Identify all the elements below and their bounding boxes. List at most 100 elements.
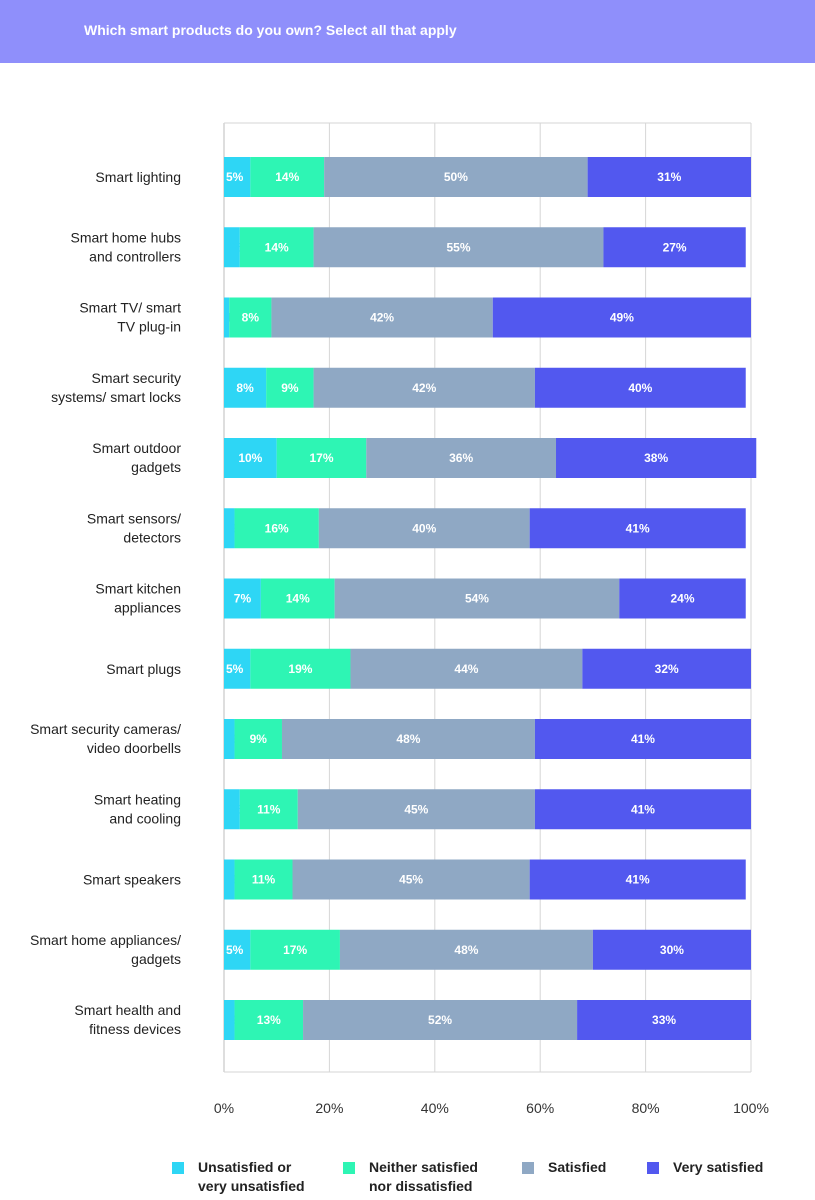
bar-segment — [224, 578, 261, 619]
legend-label: Satisfied — [548, 1158, 668, 1177]
category-label-line: Smart TV/ smart — [79, 300, 181, 316]
category-label-line: Smart heating — [94, 791, 181, 807]
data-label: 7% — [234, 592, 252, 606]
bar-segment — [303, 1000, 578, 1040]
category-label: Smart sensors/detectors — [87, 510, 181, 545]
chart-legend: Unsatisfied or very unsatisfied Neither sa… — [0, 1158, 815, 1200]
bar-segment — [281, 719, 535, 759]
bar-segment — [313, 227, 604, 268]
category-label: Smart security cameras/video doorbells — [30, 721, 181, 756]
legend-item: Neither satisfied nor dissatisfied — [343, 1158, 489, 1196]
stacked-bar-chart: 0% 20% 40% 60% 80% 100% Smart lighting 5% 14% 50%… — [30, 122, 769, 1116]
data-label: 3% — [225, 802, 243, 816]
data-label: 40% — [412, 521, 436, 535]
bar-segment — [577, 1000, 751, 1040]
bar-segment — [250, 929, 340, 970]
legend-swatch — [172, 1162, 184, 1174]
data-label: 19% — [288, 662, 312, 676]
legend-label-line: Very satisfied — [673, 1159, 764, 1175]
category-label: Smart heating and cooling — [94, 791, 181, 826]
category-label-line: Smart health and — [74, 1002, 181, 1018]
bar-segment — [234, 719, 282, 759]
bar-segment — [239, 789, 298, 830]
bar-segment — [250, 157, 325, 197]
category-label-line: Smart home hubs — [71, 229, 182, 245]
legend-item: Unsatisfied or very unsatisfied — [172, 1158, 318, 1196]
data-label: 24% — [670, 592, 694, 606]
bar-segment — [239, 227, 314, 268]
bar-segment — [334, 578, 620, 619]
legend-item: Satisfied — [522, 1158, 668, 1177]
bar-segment — [224, 789, 240, 830]
data-label: 48% — [396, 732, 420, 746]
bar-segment — [224, 438, 277, 478]
legend-label-line: Unsatisfied or — [198, 1159, 292, 1175]
data-label: 16% — [265, 521, 289, 535]
category-label: Smart plugs — [106, 661, 181, 677]
data-label: 54% — [465, 592, 489, 606]
data-label: 49% — [610, 311, 634, 325]
bar-segment — [350, 648, 583, 689]
bar-segment — [313, 367, 535, 408]
bar-segment — [224, 1000, 235, 1040]
data-label: 41% — [631, 802, 655, 816]
legend-label-line: very unsatisfied — [198, 1178, 305, 1194]
data-label: 45% — [399, 873, 423, 887]
bar-segment — [534, 789, 751, 830]
legend-swatch — [343, 1162, 355, 1174]
data-label: 10% — [238, 451, 262, 465]
data-label: 13% — [257, 1013, 281, 1027]
bar-segment — [318, 508, 530, 549]
bar-segment — [529, 859, 746, 900]
data-label: 5% — [226, 662, 244, 676]
x-tick-label: 40% — [421, 1100, 449, 1116]
data-label: 33% — [652, 1013, 676, 1027]
bar-segment — [266, 367, 314, 408]
bar-segment — [224, 227, 240, 268]
category-label: Smart health and fitness devices — [74, 1002, 181, 1037]
data-label: 11% — [252, 873, 276, 887]
data-label: 5% — [226, 170, 244, 184]
data-label: 38% — [644, 451, 668, 465]
bar-segment — [224, 719, 235, 759]
data-label: 3% — [225, 240, 243, 254]
data-label: 45% — [404, 802, 428, 816]
data-label: 48% — [454, 943, 478, 957]
category-label-line: gadgets — [131, 459, 181, 475]
legend-swatch — [647, 1162, 659, 1174]
data-label: 40% — [628, 381, 652, 395]
bar-segment — [587, 157, 751, 197]
category-label-line: Smart home appliances/ — [30, 932, 181, 948]
bar-segment — [556, 438, 757, 478]
data-label: 9% — [281, 381, 299, 395]
bar-segment — [224, 367, 267, 408]
legend-label: Unsatisfied or very unsatisfied — [198, 1158, 318, 1196]
data-label: 42% — [370, 311, 394, 325]
data-label: 44% — [454, 662, 478, 676]
data-label: 31% — [657, 170, 681, 184]
category-label-line: Smart speakers — [83, 872, 181, 888]
category-label-line: video doorbells — [87, 740, 181, 756]
data-label: 41% — [631, 732, 655, 746]
category-label: Smart kitchen appliances — [95, 581, 181, 616]
data-label: 41% — [626, 521, 650, 535]
bar-segment — [366, 438, 557, 478]
bar-segment — [234, 1000, 304, 1040]
category-label-line: gadgets — [131, 951, 181, 967]
legend-label-line: Satisfied — [548, 1159, 607, 1175]
data-label: 14% — [275, 170, 299, 184]
legend-swatch — [522, 1162, 534, 1174]
category-label-line: and controllers — [89, 248, 181, 264]
bar-segment — [619, 578, 746, 619]
legend-label-line: Neither satisfied — [369, 1159, 478, 1175]
bar-segment — [224, 508, 235, 549]
bar-segment — [529, 508, 746, 549]
bar-segment — [582, 648, 751, 689]
category-label-line: Smart lighting — [95, 169, 181, 185]
header-bar: Which smart products do you own? Select … — [0, 0, 815, 63]
legend-label: Very satisfied — [673, 1158, 793, 1177]
data-label: 17% — [283, 943, 307, 957]
bar-segment — [234, 508, 319, 549]
category-label: Smart home appliances/gadgets — [30, 932, 181, 967]
bar-segment — [534, 719, 751, 759]
